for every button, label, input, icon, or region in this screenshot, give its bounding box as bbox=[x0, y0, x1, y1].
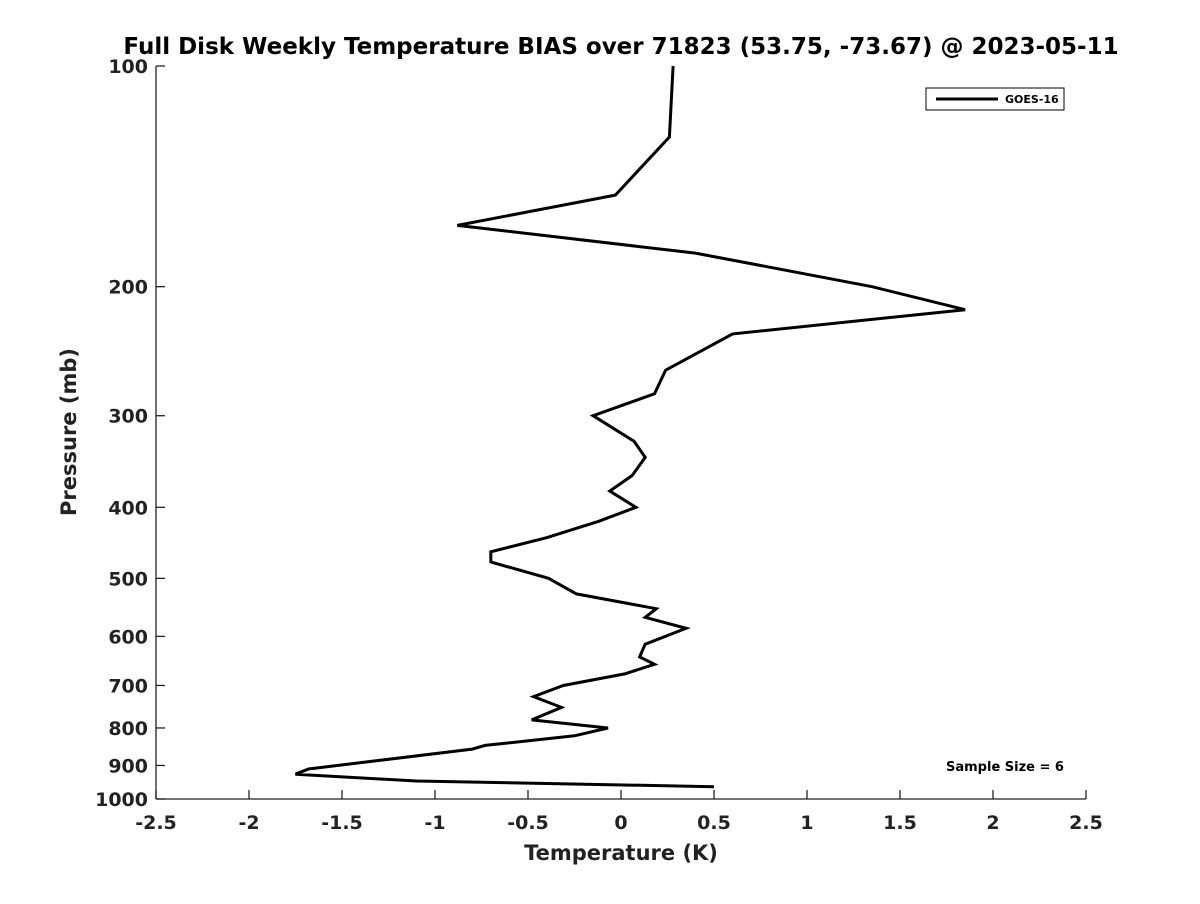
x-tick-label: -1 bbox=[424, 812, 445, 834]
legend-label-goes-16: GOES-16 bbox=[1005, 93, 1059, 106]
y-tick-label: 200 bbox=[108, 277, 148, 299]
sample-size-annotation: Sample Size = 6 bbox=[946, 760, 1064, 775]
y-tick-label: 800 bbox=[108, 718, 148, 740]
x-tick-label: 0 bbox=[614, 812, 627, 834]
x-ticks: -2.5 -2 -1.5 -1 -0.5 0 0.5 1 1.5 2 2.5 bbox=[135, 790, 1103, 834]
x-tick-label: -2.5 bbox=[135, 812, 177, 834]
y-tick-label: 600 bbox=[108, 626, 148, 648]
series-line-goes-16 bbox=[294, 65, 966, 789]
y-axis-title: Pressure (mb) bbox=[57, 348, 81, 516]
y-tick-label: 500 bbox=[108, 568, 148, 590]
legend: GOES-16 bbox=[925, 87, 1065, 111]
y-tick-label: 700 bbox=[108, 675, 148, 697]
x-tick-label: 0.5 bbox=[697, 812, 731, 834]
x-tick-label: 2 bbox=[986, 812, 999, 834]
x-tick-label: 1.5 bbox=[883, 812, 917, 834]
x-tick-label: 2.5 bbox=[1069, 812, 1103, 834]
chart-title: Full Disk Weekly Temperature BIAS over 7… bbox=[123, 34, 1118, 60]
y-tick-label: 900 bbox=[108, 755, 148, 777]
x-axis-title: Temperature (K) bbox=[524, 841, 718, 865]
y-tick-label: 400 bbox=[108, 497, 148, 519]
y-tick-label: 1000 bbox=[95, 789, 148, 811]
y-ticks: 100 200 300 400 500 600 700 800 900 1000 bbox=[95, 56, 165, 811]
y-tick-label: 100 bbox=[108, 56, 148, 78]
x-tick-label: -1.5 bbox=[321, 812, 363, 834]
x-tick-label: 1 bbox=[800, 812, 813, 834]
x-tick-label: -0.5 bbox=[507, 812, 549, 834]
y-tick-label: 300 bbox=[108, 406, 148, 428]
x-tick-label: -2 bbox=[238, 812, 259, 834]
